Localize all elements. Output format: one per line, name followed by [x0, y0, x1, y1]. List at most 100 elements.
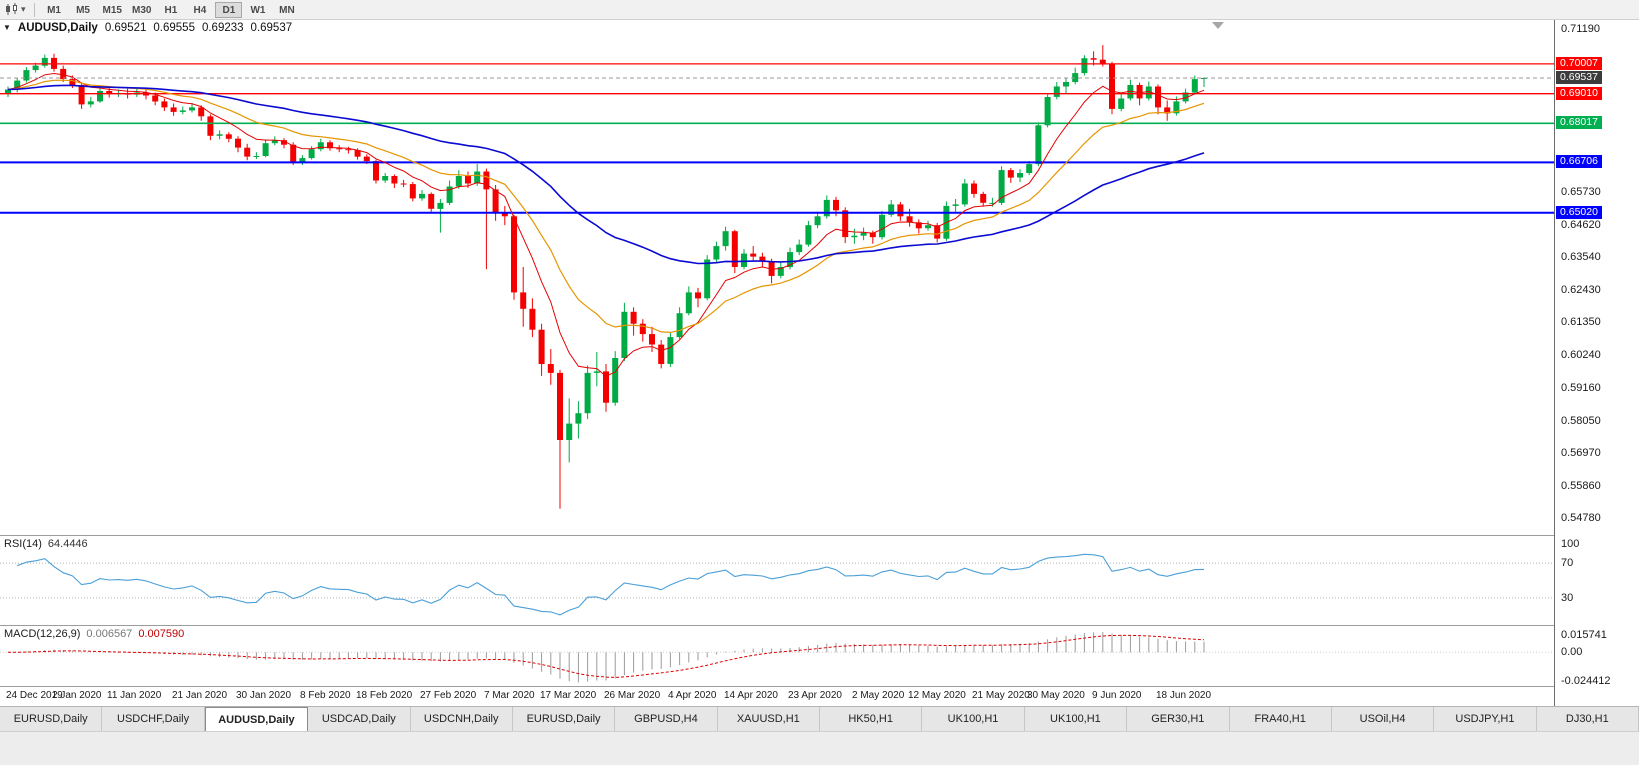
panel-divider[interactable]: [0, 625, 1639, 626]
candle-body: [465, 176, 471, 184]
candle-body: [796, 244, 803, 253]
candle-body: [299, 158, 306, 163]
symbol-tab-eurusd-daily[interactable]: EURUSD,Daily: [512, 707, 616, 731]
candle-body: [925, 225, 931, 229]
macd-value: 0.006567: [86, 628, 133, 640]
candle-body: [759, 256, 766, 262]
symbol-tab-dj30-h1[interactable]: DJ30,H1: [1536, 707, 1639, 731]
symbol-tab-usdchf-daily[interactable]: USDCHF,Daily: [102, 707, 205, 731]
candle-body: [869, 232, 876, 238]
candle-body: [731, 231, 738, 267]
date-axis-label: 7 Mar 2020: [484, 690, 535, 701]
candle-body: [1182, 92, 1189, 102]
candle-body: [69, 79, 76, 86]
price-axis[interactable]: 0.71190 0.65730 0.64620 0.63540 0.62430 0.613…: [1554, 20, 1639, 706]
macd-signal-value: 0.007590: [138, 628, 185, 640]
macd-max-label: 0.015741: [1561, 629, 1607, 641]
candle-body: [5, 89, 11, 94]
symbol-tab-xauusd-h1[interactable]: XAUUSD,H1: [717, 707, 820, 731]
candle-body: [1145, 86, 1152, 99]
timeframe-button-m30[interactable]: M30: [131, 4, 152, 16]
candle-body: [575, 413, 582, 424]
price-tick-label: 0.61350: [1561, 316, 1601, 328]
candle-body: [888, 204, 895, 215]
price-chart-panel[interactable]: ▼ AUDUSD,Daily 0.69521 0.69555 0.69233 0…: [0, 20, 1554, 534]
rsi-header: RSI(14) 64.4446: [4, 538, 88, 550]
panel-divider[interactable]: [0, 535, 1639, 536]
date-axis-label: 21 May 2020: [972, 690, 1030, 701]
candle-body: [961, 183, 968, 205]
symbol-tab-fra40-h1[interactable]: FRA40,H1: [1229, 707, 1332, 731]
candle-body: [253, 156, 260, 157]
timeframe-button-m5[interactable]: M5: [76, 4, 90, 16]
candle-body: [823, 199, 830, 217]
symbol-tab-uk100-h1[interactable]: UK100,H1: [1024, 707, 1128, 731]
candle-body: [520, 292, 527, 309]
candle-body: [262, 143, 269, 156]
level-price-badge: 0.66706: [1556, 155, 1602, 168]
macd-zero-label: 0.00: [1561, 646, 1583, 658]
date-axis-label: 27 Feb 2020: [420, 690, 477, 701]
chart-type-icon[interactable]: [5, 3, 19, 16]
candle-body: [317, 142, 324, 150]
candle-body: [281, 140, 287, 145]
candle-body: [1173, 101, 1180, 114]
candle-body: [483, 171, 490, 190]
plot-column: ▼ AUDUSD,Daily 0.69521 0.69555 0.69233 0…: [0, 20, 1554, 706]
symbol-tab-usdcad-daily[interactable]: USDCAD,Daily: [308, 707, 411, 731]
candle-body: [244, 147, 251, 157]
symbol-tab-gbpusd-h4[interactable]: GBPUSD,H4: [615, 707, 718, 731]
price-tick-label: 0.62430: [1561, 284, 1601, 296]
rsi-chart[interactable]: [0, 537, 1554, 624]
rsi-indicator-panel[interactable]: RSI(14) 64.4446: [0, 537, 1554, 624]
symbol-tab-eurusd-daily[interactable]: EURUSD,Daily: [0, 707, 103, 731]
timeframe-button-mn[interactable]: MN: [279, 4, 295, 16]
level-price-badge: 0.69010: [1556, 87, 1602, 100]
macd-chart[interactable]: [0, 627, 1554, 686]
candle-body: [336, 148, 343, 150]
candle-body: [667, 337, 674, 364]
rsi-value: 64.4446: [47, 538, 88, 550]
symbol-tab-audusd-daily[interactable]: AUDUSD,Daily: [204, 707, 309, 731]
candle-body: [428, 193, 435, 209]
candlestick-chart[interactable]: [0, 20, 1554, 534]
candle-body: [1164, 107, 1171, 114]
candle-body: [805, 225, 812, 245]
timeframe-button-d1[interactable]: D1: [215, 1, 243, 18]
timeframe-button-w1[interactable]: W1: [250, 4, 266, 16]
candle-body: [179, 110, 186, 112]
chart-type-dropdown-icon[interactable]: ▾: [21, 4, 26, 14]
symbol-tab-hk50-h1[interactable]: HK50,H1: [820, 707, 923, 731]
symbol-tab-usoil-h4[interactable]: USOil,H4: [1331, 707, 1435, 731]
timeframe-button-m1[interactable]: M1: [47, 4, 61, 16]
timeframe-button-h4[interactable]: H4: [193, 4, 207, 16]
candle-body: [1072, 73, 1079, 82]
candle-body: [777, 267, 784, 276]
symbol-tab-usdjpy-h1[interactable]: USDJPY,H1: [1434, 707, 1537, 731]
candle-body: [538, 329, 545, 364]
candle-body: [1109, 64, 1115, 109]
candle-body: [32, 65, 39, 71]
one-click-trading-icon[interactable]: ▼: [3, 23, 11, 32]
price-tick-label: 0.54780: [1561, 512, 1601, 524]
level-price-badge: 0.65020: [1556, 206, 1602, 219]
chart-shift-marker-icon[interactable]: [1212, 22, 1224, 29]
candle-body: [419, 193, 425, 199]
price-tick-label: 0.55860: [1561, 480, 1601, 492]
candle-body: [354, 150, 361, 157]
timeframe-button-m15[interactable]: M15: [102, 4, 122, 16]
symbol-tab-ger30-h1[interactable]: GER30,H1: [1127, 707, 1230, 731]
macd-indicator-panel[interactable]: MACD(12,26,9) 0.006567 0.007590: [0, 627, 1554, 686]
symbol-tab-uk100-h1[interactable]: UK100,H1: [922, 707, 1025, 731]
candle-body: [547, 364, 554, 373]
candle-body: [1007, 170, 1014, 178]
panel-divider[interactable]: [0, 686, 1639, 687]
candle-body: [235, 138, 241, 148]
symbol-tab-usdcnh-daily[interactable]: USDCNH,Daily: [410, 707, 513, 731]
timeframe-button-h1[interactable]: H1: [164, 4, 178, 16]
time-axis[interactable]: 24 Dec 2019 2 Jan 2020 11 Jan 2020 21 Jan 2…: [0, 687, 1554, 706]
price-tick-label: 0.58050: [1561, 415, 1601, 427]
candle-body: [1155, 86, 1161, 108]
candle-body: [1099, 59, 1106, 65]
candle-body: [722, 231, 729, 247]
